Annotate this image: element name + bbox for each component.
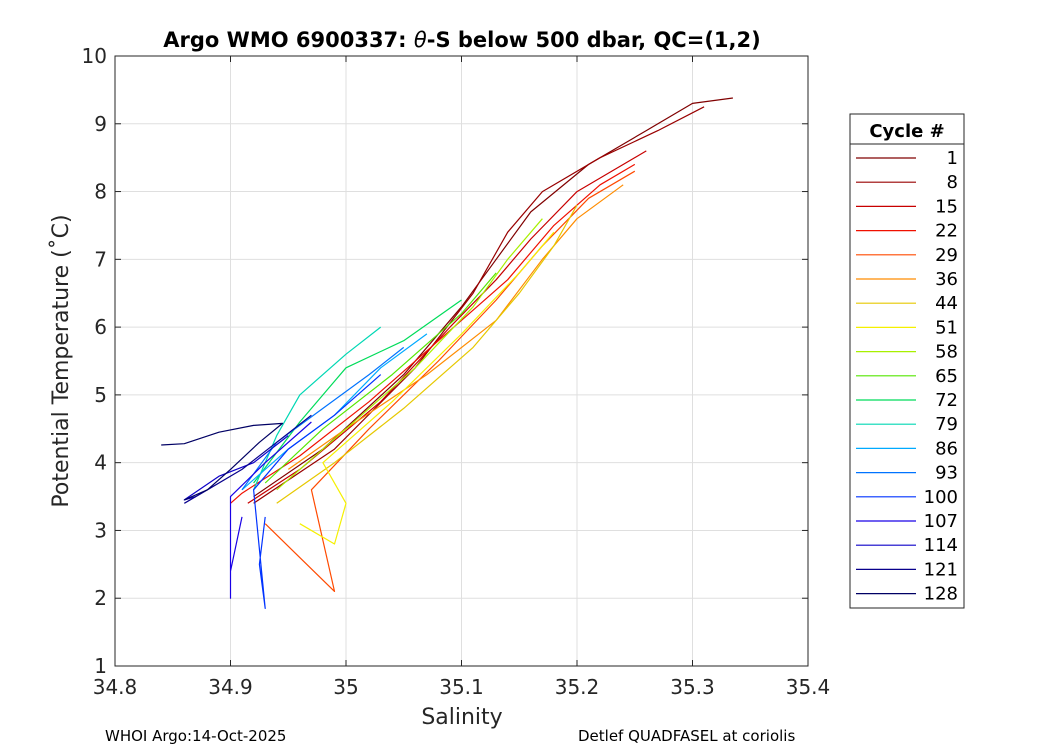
legend-label: 65	[935, 366, 958, 387]
series-line-cycle-51	[299, 231, 555, 545]
legend-label: 79	[935, 414, 958, 435]
series-line-cycle-128	[161, 422, 284, 501]
legend-label: 107	[924, 511, 958, 532]
series-line-cycle-121	[183, 414, 312, 504]
chart-title: Argo WMO 6900337: θ-S below 500 dbar, QC…	[163, 28, 760, 52]
legend-label: 36	[935, 269, 958, 290]
legend-label: 22	[935, 221, 958, 242]
legend-label: 29	[935, 245, 958, 266]
series-line-cycle-29	[264, 170, 636, 593]
legend-label: 72	[935, 390, 958, 411]
series-line-cycle-93	[241, 346, 405, 491]
y-tick-label: 4	[94, 451, 107, 475]
x-tick-label: 35.1	[439, 675, 484, 699]
legend-label: 51	[935, 317, 958, 338]
series-line-cycle-100	[253, 374, 382, 610]
footer-left: WHOI Argo:14-Oct-2025	[105, 727, 286, 745]
legend-label: 44	[935, 293, 958, 314]
x-tick-label: 35	[333, 675, 358, 699]
series-line-cycle-58	[276, 218, 543, 491]
legend-label: 121	[924, 559, 958, 580]
legend-label: 8	[947, 172, 958, 193]
x-tick-label: 35.4	[786, 675, 831, 699]
y-axis-label: Potential Temperature (˚C)	[49, 214, 74, 507]
legend: Cycle # 1 8 15 22 29 36 44 51 58 65 72 79 86 93 100 107…	[849, 113, 965, 609]
y-tick-label: 5	[94, 383, 107, 407]
x-tick-label: 34.9	[208, 675, 253, 699]
legend-title: Cycle #	[869, 121, 944, 142]
legend-label: 100	[924, 487, 958, 508]
legend-label: 93	[935, 463, 958, 484]
series-line-cycle-65	[264, 272, 497, 484]
x-tick-label: 34.8	[93, 675, 138, 699]
legend-box	[849, 113, 965, 609]
footer-right: Detlef QUADFASEL at coriolis	[578, 727, 795, 745]
y-tick-label: 2	[94, 586, 107, 610]
series-line-cycle-8	[253, 106, 705, 504]
series-line-cycle-1	[253, 97, 733, 498]
x-tick-label: 35.3	[670, 675, 715, 699]
x-axis-label: Salinity	[421, 705, 502, 730]
legend-label: 1	[947, 148, 958, 169]
axis-ticks: 34.8 34.9 35 35.1 35.2 35.3 35.4 1 2 3 4 5 6 7 8 9 10	[82, 44, 831, 699]
y-tick-label: 8	[94, 180, 107, 204]
y-tick-label: 6	[94, 315, 107, 339]
legend-label: 114	[924, 535, 958, 556]
x-tick-label: 35.2	[555, 675, 600, 699]
series-line-cycle-107	[229, 421, 312, 599]
legend-label: 58	[935, 342, 958, 363]
series-lines	[161, 97, 733, 610]
series-line-cycle-44	[276, 204, 578, 504]
y-tick-label: 3	[94, 518, 107, 542]
legend-label: 128	[924, 584, 958, 605]
y-tick-label: 7	[94, 247, 107, 271]
series-line-cycle-72	[253, 299, 462, 484]
y-tick-label: 10	[82, 44, 107, 68]
y-tick-label: 1	[94, 654, 107, 678]
y-tick-label: 9	[94, 112, 107, 136]
legend-label: 15	[935, 196, 958, 217]
legend-label: 86	[935, 438, 958, 459]
